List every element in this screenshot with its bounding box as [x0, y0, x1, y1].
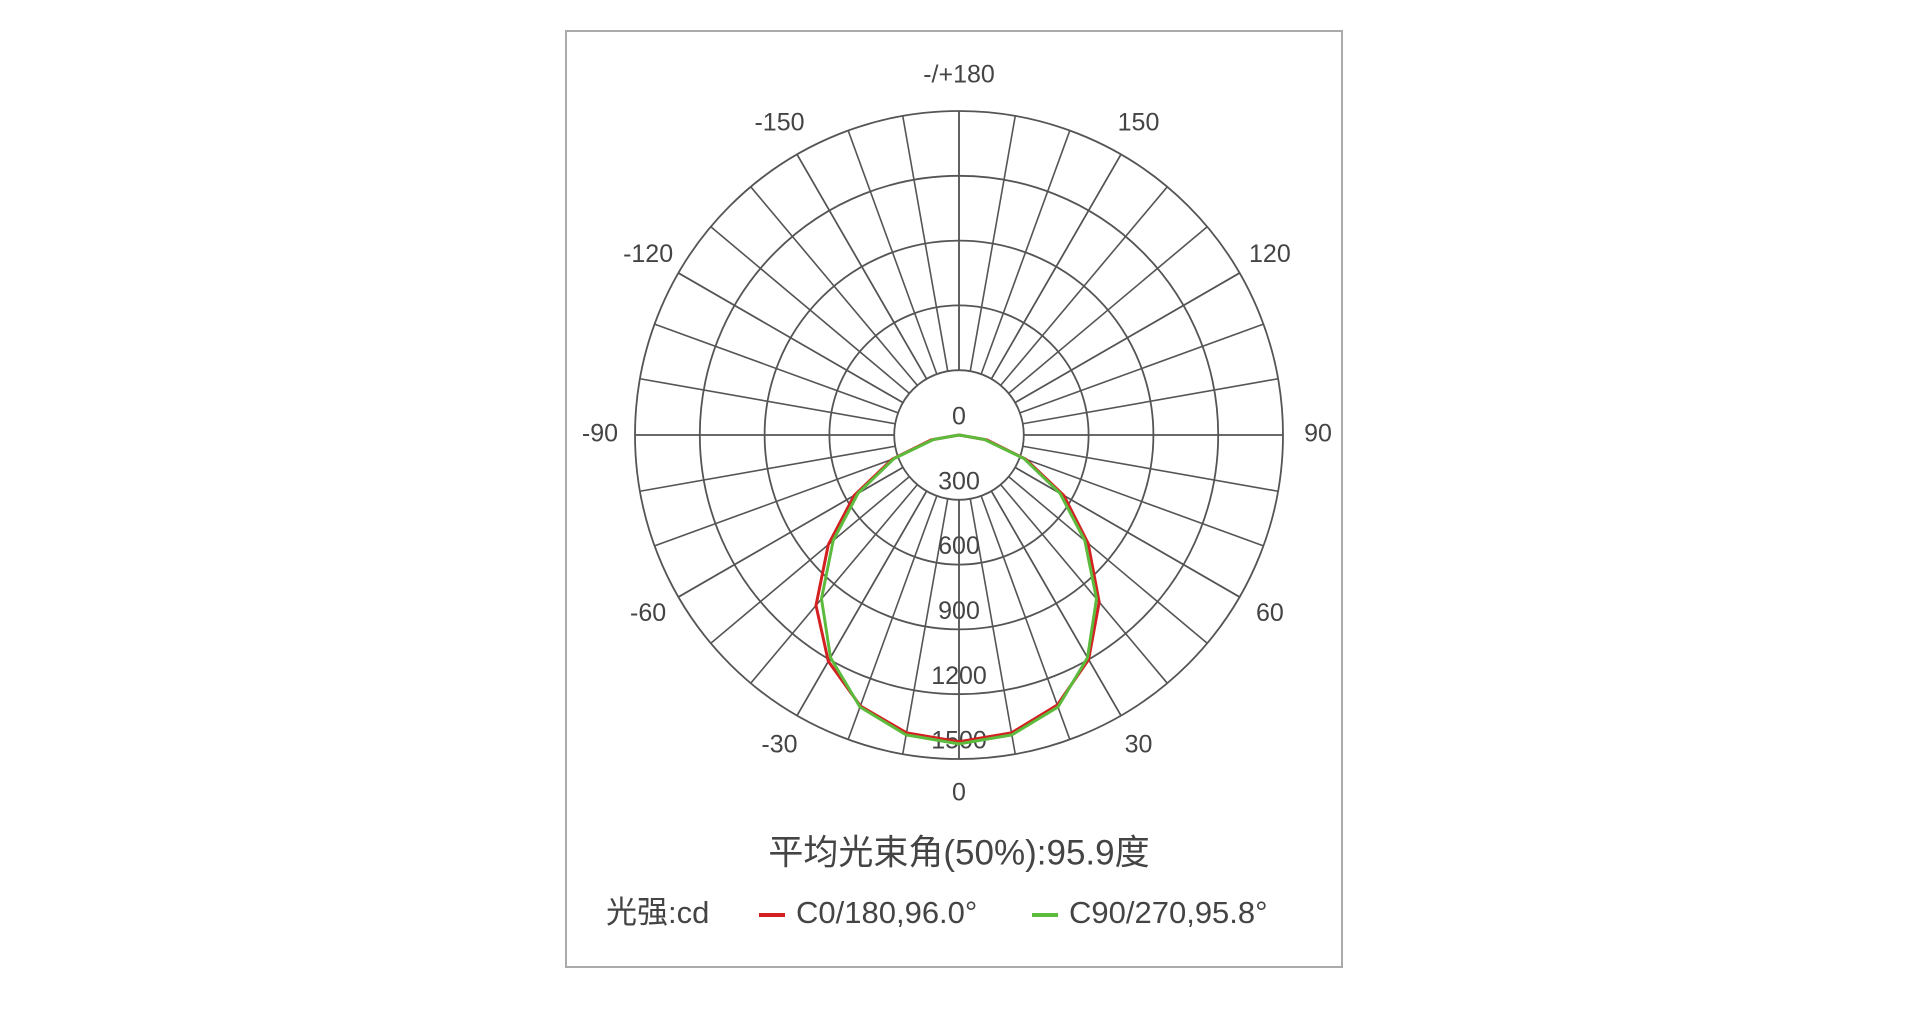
angle-tick-label: -30	[761, 731, 797, 759]
series-line	[820, 433, 1098, 746]
series-line	[814, 433, 1101, 744]
angle-tick-label: -60	[630, 599, 666, 627]
angle-grid-line	[1014, 466, 1240, 598]
angle-grid-line	[678, 272, 904, 404]
angle-tick-label: 0	[952, 779, 966, 807]
angle-tick-label: -/+180	[923, 61, 995, 89]
angle-grid-line	[796, 490, 928, 716]
angle-grid-line	[990, 490, 1122, 716]
chart-title: 平均光束角(50%):95.9度	[768, 833, 1149, 872]
angle-tick-label: -90	[582, 420, 618, 448]
angle-tick-label: 90	[1304, 420, 1332, 448]
legend-entry: C90/270,95.8°	[1069, 895, 1268, 930]
curves	[814, 433, 1101, 746]
angle-tick-label: 150	[1118, 109, 1160, 137]
angle-tick-label: 60	[1256, 599, 1284, 627]
grid: 0300600900120015000306090120150-/+180-15…	[582, 61, 1332, 807]
r-tick-label: 0	[952, 403, 966, 431]
legend-entry: C0/180,96.0°	[796, 895, 977, 930]
angle-grid-line	[678, 466, 904, 598]
angle-tick-label: 120	[1249, 240, 1291, 268]
legend: C0/180,96.0° C90/270,95.8°	[759, 895, 1268, 930]
angle-grid-line	[990, 154, 1122, 380]
angle-tick-label: -120	[623, 240, 673, 268]
angle-tick-label: 30	[1125, 731, 1153, 759]
legend-label: 光强:cd	[606, 895, 709, 930]
r-tick-label: 300	[938, 467, 980, 495]
angle-tick-label: -150	[754, 109, 804, 137]
angle-grid-line	[796, 154, 928, 380]
angle-grid-line	[1014, 272, 1240, 404]
